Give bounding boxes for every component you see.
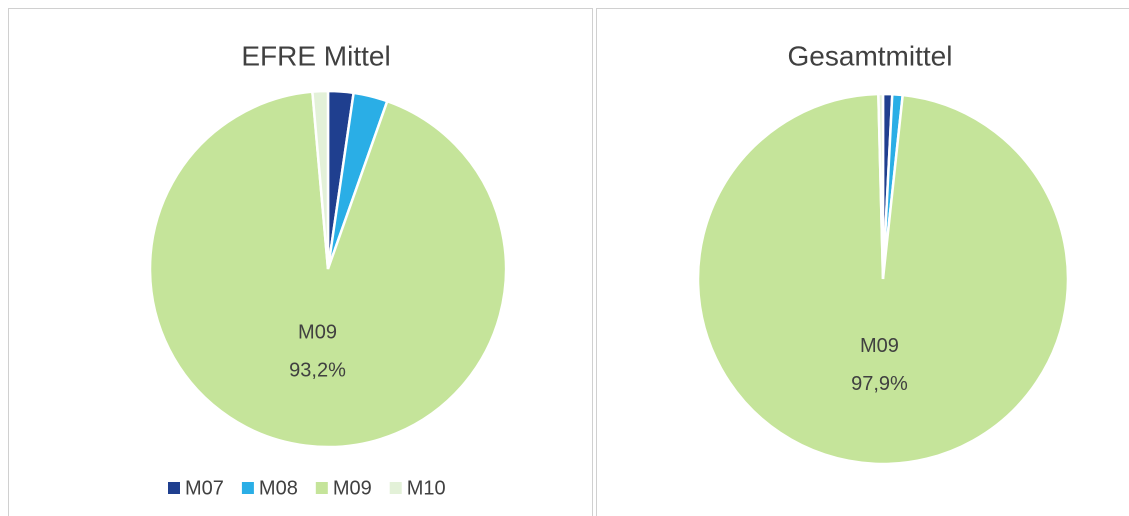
legend-label: M09 (333, 477, 372, 499)
legend-swatch (241, 482, 254, 494)
legend-label: M10 (407, 477, 446, 499)
data-label-category: M09 (860, 335, 899, 357)
data-label: 93,2% (289, 359, 346, 381)
pie-slice (696, 92, 1070, 466)
panel-border (596, 8, 1129, 516)
data-label: 97,9% (851, 373, 908, 395)
legend-swatch (315, 482, 328, 494)
legend-swatch (168, 482, 180, 494)
pie-slice (311, 89, 330, 270)
legend-label: M08 (259, 477, 298, 499)
chart-title: Gesamtmittel (788, 40, 953, 71)
panel-border (8, 8, 593, 516)
chart-title: EFRE Mittel (241, 40, 390, 71)
data-label-category: M09 (298, 321, 337, 343)
pie-slice (877, 92, 885, 280)
legend-label: M07 (185, 477, 224, 499)
legend-swatch (389, 482, 402, 494)
pie-slice (148, 90, 508, 449)
